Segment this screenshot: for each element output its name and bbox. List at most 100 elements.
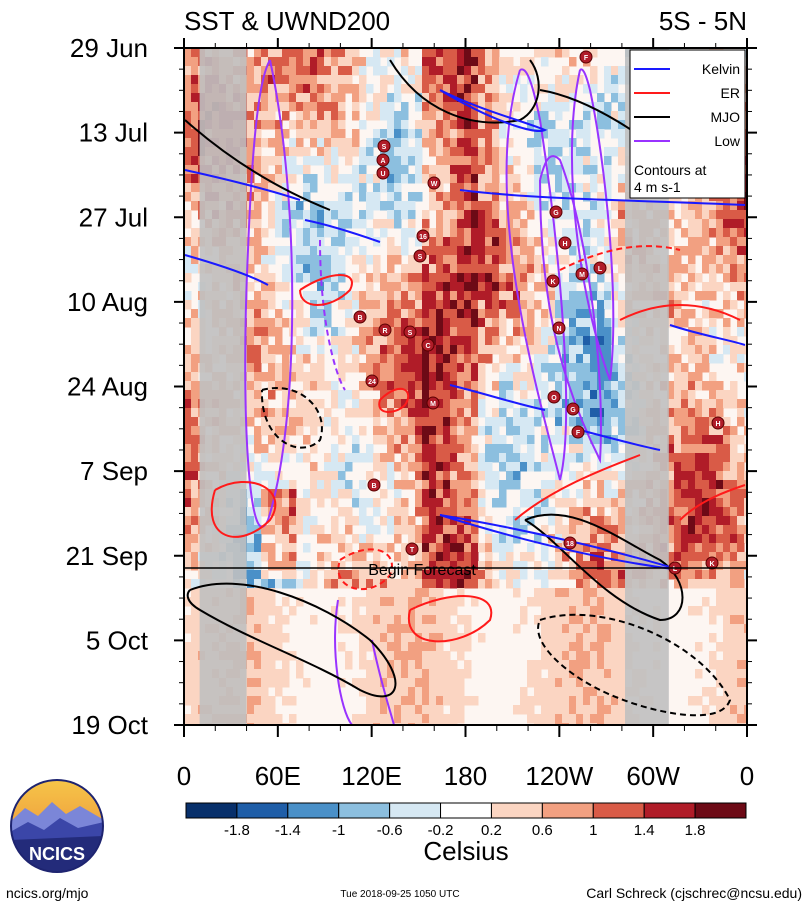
sst-cell	[282, 129, 290, 139]
sst-cell	[408, 588, 416, 598]
sst-cell	[450, 291, 458, 301]
sst-cell	[541, 687, 549, 697]
tc-marker: F	[579, 50, 593, 64]
sst-cell	[590, 588, 598, 598]
sst-cell	[268, 183, 276, 193]
sst-cell	[422, 489, 430, 499]
sst-cell	[401, 705, 409, 715]
sst-cell	[429, 300, 437, 310]
sst-cell	[492, 246, 500, 256]
sst-cell	[366, 714, 374, 724]
sst-cell	[674, 426, 682, 436]
sst-cell	[422, 660, 430, 670]
sst-cell	[303, 345, 311, 355]
sst-cell	[436, 561, 444, 571]
sst-cell	[506, 192, 514, 202]
sst-cell	[324, 570, 332, 580]
sst-cell	[394, 435, 402, 445]
sst-cell	[478, 147, 486, 157]
sst-cell	[387, 237, 395, 247]
colorbar-swatch	[389, 802, 442, 819]
sst-cell	[583, 120, 591, 130]
sst-cell	[730, 543, 738, 553]
sst-cell	[261, 498, 269, 508]
sst-cell	[541, 615, 549, 625]
sst-cell	[184, 183, 192, 193]
legend-label-low: Low	[714, 133, 741, 149]
sst-cell	[303, 120, 311, 130]
sst-cell	[555, 615, 563, 625]
sst-cell	[723, 390, 731, 400]
sst-cell	[569, 363, 577, 373]
sst-cell	[408, 444, 416, 454]
sst-cell	[394, 489, 402, 499]
sst-cell	[513, 471, 521, 481]
sst-cell	[352, 93, 360, 103]
sst-cell	[541, 318, 549, 328]
sst-cell	[583, 390, 591, 400]
sst-cell	[506, 156, 514, 166]
sst-cell	[415, 399, 423, 409]
sst-cell	[317, 138, 325, 148]
sst-cell	[317, 489, 325, 499]
sst-cell	[471, 201, 479, 211]
sst-cell	[352, 84, 360, 94]
sst-cell	[352, 597, 360, 607]
sst-cell	[317, 471, 325, 481]
sst-cell	[485, 102, 493, 112]
sst-cell	[681, 228, 689, 238]
sst-cell	[457, 570, 465, 580]
sst-cell	[492, 147, 500, 157]
sst-cell	[303, 228, 311, 238]
sst-cell	[373, 561, 381, 571]
sst-cell	[380, 372, 388, 382]
sst-cell	[324, 318, 332, 328]
sst-cell	[730, 624, 738, 634]
sst-cell	[443, 561, 451, 571]
sst-cell	[191, 597, 199, 607]
sst-cell	[303, 453, 311, 463]
sst-cell	[261, 183, 269, 193]
tc-marker-circle	[566, 402, 580, 416]
sst-cell	[555, 363, 563, 373]
sst-cell	[331, 282, 339, 292]
sst-cell	[569, 318, 577, 328]
sst-cell	[464, 93, 472, 103]
sst-cell	[730, 273, 738, 283]
sst-cell	[478, 363, 486, 373]
sst-cell	[520, 489, 528, 499]
sst-cell	[345, 318, 353, 328]
sst-cell	[541, 453, 549, 463]
sst-cell	[261, 345, 269, 355]
sst-cell	[387, 273, 395, 283]
sst-cell	[317, 57, 325, 67]
sst-cell	[254, 408, 262, 418]
sst-cell	[513, 561, 521, 571]
sst-cell	[744, 597, 747, 607]
sst-cell	[261, 336, 269, 346]
sst-cell	[401, 408, 409, 418]
sst-cell	[408, 417, 416, 427]
sst-cell	[401, 561, 409, 571]
sst-cell	[408, 534, 416, 544]
sst-cell	[667, 525, 675, 535]
sst-cell	[247, 129, 255, 139]
sst-cell	[359, 507, 367, 517]
sst-cell	[492, 534, 500, 544]
sst-cell	[408, 462, 416, 472]
sst-cell	[681, 453, 689, 463]
sst-cell	[317, 75, 325, 85]
sst-cell	[492, 345, 500, 355]
sst-cell	[688, 606, 696, 616]
sst-cell	[590, 291, 598, 301]
sst-cell	[471, 273, 479, 283]
sst-cell	[331, 48, 339, 58]
sst-cell	[401, 174, 409, 184]
sst-cell	[506, 399, 514, 409]
sst-cell	[709, 651, 717, 661]
sst-cell	[688, 579, 696, 589]
sst-cell	[380, 453, 388, 463]
sst-cell	[387, 642, 395, 652]
sst-cell	[345, 57, 353, 67]
sst-cell	[681, 363, 689, 373]
